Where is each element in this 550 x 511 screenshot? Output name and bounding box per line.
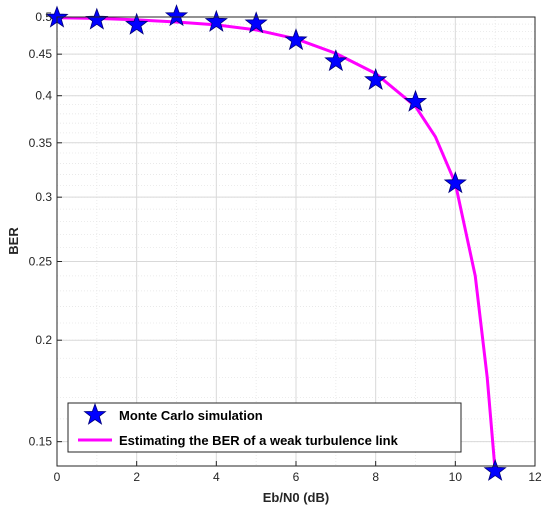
y-tick-label: 0.25 <box>29 254 53 268</box>
legend-label-monte-carlo: Monte Carlo simulation <box>119 408 263 423</box>
data-point-star <box>483 458 507 481</box>
y-axis-label: BER <box>6 227 21 255</box>
data-point-star <box>204 9 228 32</box>
series-layer <box>45 4 507 481</box>
y-tick-label: 0.45 <box>29 47 53 61</box>
legend-label-estimate: Estimating the BER of a weak turbulence … <box>119 433 399 448</box>
x-tick-label: 2 <box>133 470 140 484</box>
data-point-star <box>443 171 467 194</box>
data-point-star <box>164 4 189 27</box>
data-point-star <box>324 49 348 72</box>
x-tick-label: 10 <box>449 470 463 484</box>
x-tick-label: 12 <box>528 470 542 484</box>
y-tick-label: 0.4 <box>35 89 52 103</box>
x-tick-label: 8 <box>372 470 379 484</box>
y-tick-label: 0.2 <box>35 333 52 347</box>
legend: Monte Carlo simulation Estimating the BE… <box>67 402 462 453</box>
tick-labels: 0 2 4 6 8 10 12 0.15 0.2 0.25 0.3 0.35 0.4 0.45 0.5 <box>29 10 542 484</box>
x-tick-label: 6 <box>293 470 300 484</box>
legend-box <box>67 402 462 453</box>
y-tick-label: 0.15 <box>29 435 53 449</box>
data-point-star <box>125 12 149 35</box>
legend-star-marker <box>83 402 107 425</box>
x-tick-label: 4 <box>213 470 220 484</box>
data-point-star <box>85 7 109 30</box>
legend-star-icon <box>83 402 107 425</box>
data-point-star <box>364 67 388 91</box>
x-axis-label: Eb/N0 (dB) <box>263 490 329 505</box>
data-point-star <box>403 89 428 112</box>
grid-lines <box>57 16 535 466</box>
x-tick-label: 0 <box>54 470 61 484</box>
y-tick-label: 0.35 <box>29 136 53 150</box>
data-point-star <box>244 11 268 34</box>
y-tick-label: 0.3 <box>35 190 52 204</box>
y-tick-label: 0.5 <box>35 10 52 24</box>
data-point-star <box>284 28 308 51</box>
